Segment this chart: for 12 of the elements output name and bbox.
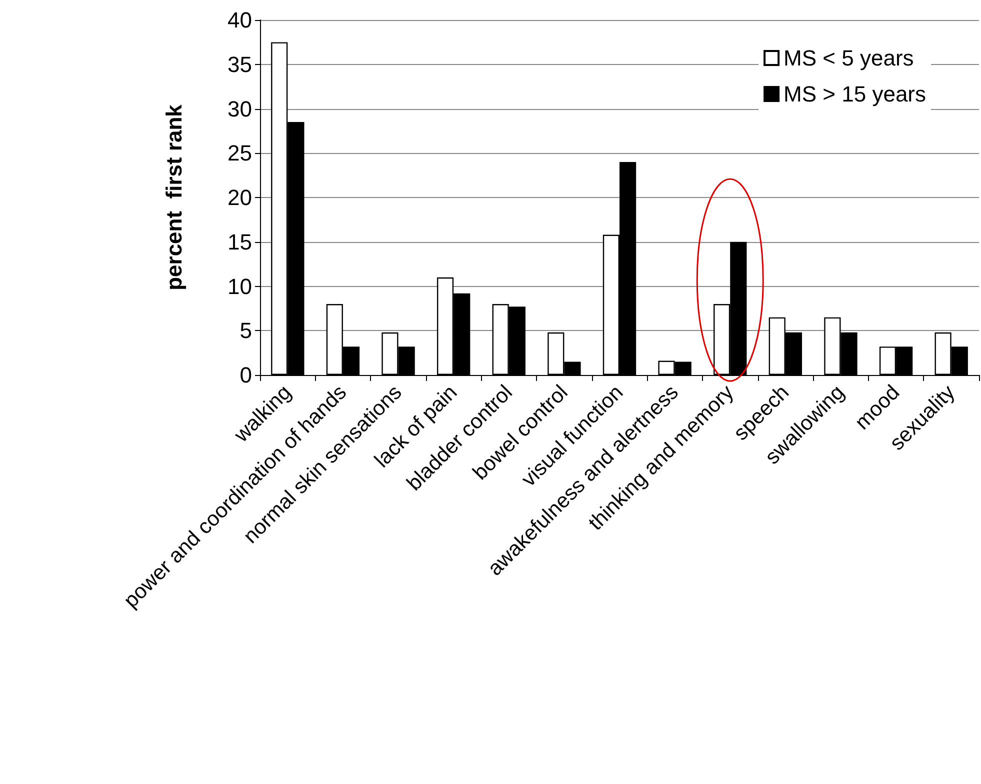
legend-label: MS < 5 years — [784, 46, 914, 70]
y-tick-label: 10 — [228, 274, 252, 299]
legend-label: MS > 15 years — [784, 82, 926, 106]
y-tick-label: 30 — [228, 96, 252, 122]
y-tick-label: 5 — [240, 318, 252, 344]
y-tick-label: 15 — [228, 229, 252, 254]
y-tick-label: 35 — [228, 52, 252, 77]
y-axis-title: percent first rank — [162, 104, 186, 290]
y-tick-label: 20 — [228, 185, 252, 210]
y-tick-label: 25 — [228, 140, 252, 166]
y-tick-label: 0 — [240, 362, 252, 388]
y-tick-label: 40 — [228, 8, 252, 32]
